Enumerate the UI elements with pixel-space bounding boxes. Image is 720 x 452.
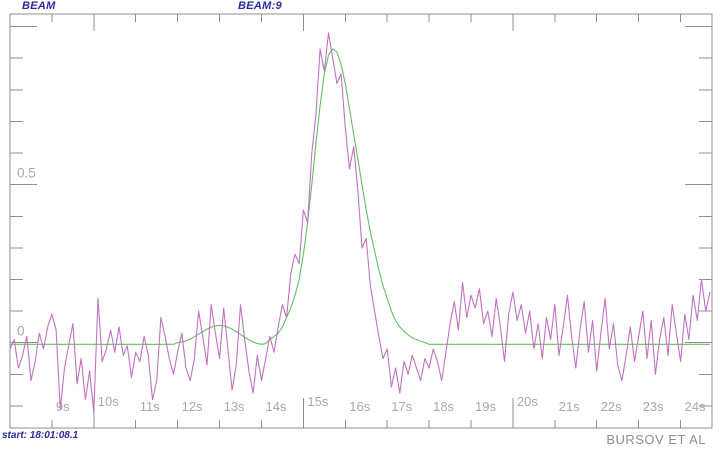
x-axis-tick-label: 19s [475, 399, 496, 414]
x-axis-tick-label: 24s [685, 399, 706, 414]
gaussian-fit-trace [10, 48, 710, 345]
x-axis-tick-label: 20s [517, 394, 538, 409]
channel-title-left: BEAM [22, 0, 56, 12]
plot-title: BEAM:9 [238, 0, 282, 12]
x-axis-tick-label: 16s [349, 399, 370, 414]
x-axis-tick-label: 12s [182, 399, 203, 414]
y-axis-tick-label: 0 [17, 324, 25, 339]
x-axis-tick-label: 23s [643, 399, 664, 414]
start-time-label: start: 18:01:08.1 [2, 430, 79, 441]
x-axis-tick-label: 14s [266, 399, 287, 414]
x-axis-tick-label: 15s [307, 394, 328, 409]
x-axis-tick-label: 13s [224, 399, 245, 414]
x-axis-tick-label: 18s [433, 399, 454, 414]
x-axis-tick-label: 9s [56, 399, 70, 414]
x-axis-tick-label: 10s [98, 394, 119, 409]
x-axis-tick-label: 17s [391, 399, 412, 414]
attribution-label: BURSOV ET AL [606, 432, 706, 447]
beam-signal-trace [9, 32, 711, 413]
plot-frame [9, 13, 713, 429]
x-axis-tick-label: 22s [601, 399, 622, 414]
y-axis-tick-label: 0.5 [17, 166, 36, 181]
x-axis-tick-label: 11s [140, 399, 160, 414]
x-axis-tick-label: 21s [559, 399, 580, 414]
